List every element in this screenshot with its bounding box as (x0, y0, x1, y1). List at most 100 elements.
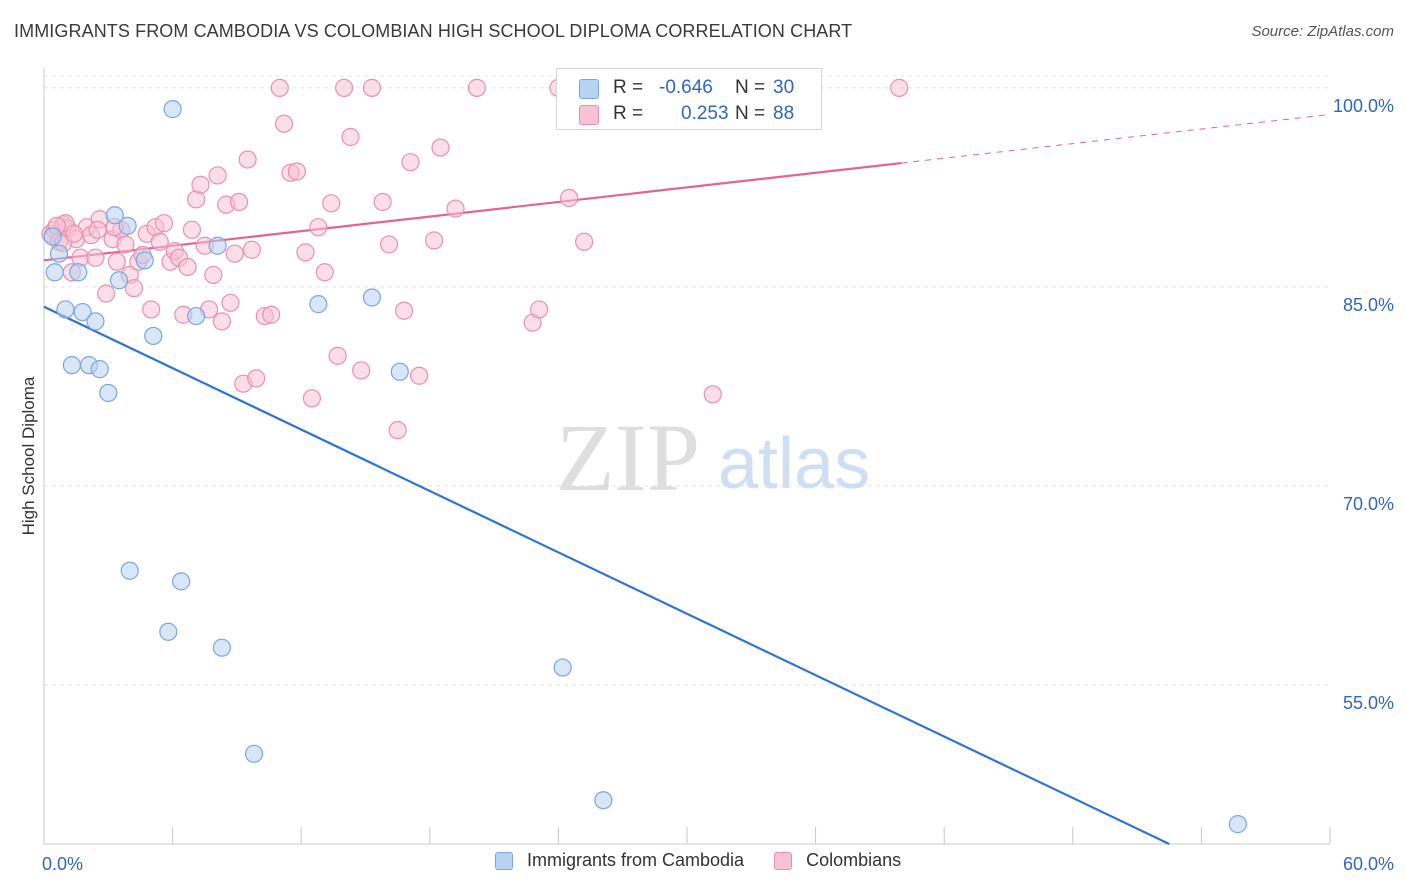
y-axis-label: High School Diploma (19, 376, 38, 535)
y-tick-label: 100.0% (1333, 96, 1394, 116)
point-colombians (379, 235, 399, 254)
legend: Immigrants from Cambodia Colombians (495, 850, 931, 871)
point-colombians (315, 263, 334, 282)
point-colombians (328, 346, 347, 365)
point-colombians (262, 305, 281, 324)
point-cambodia (159, 622, 178, 641)
x-tick-label-min: 0.0% (42, 854, 83, 874)
legend-item-colombians[interactable]: Colombians (774, 850, 901, 871)
point-colombians (322, 194, 341, 213)
point-colombians (424, 231, 444, 250)
stats-swatch-colombians (579, 105, 599, 125)
trend-line-cambodia (43, 305, 1170, 845)
point-cambodia (594, 791, 613, 810)
legend-item-cambodia[interactable]: Immigrants from Cambodia (495, 850, 744, 871)
point-cambodia (118, 216, 137, 235)
point-colombians (287, 162, 307, 181)
stats-box: R = -0.646 N = 30 R = 0.253 N = 88 (556, 68, 822, 130)
point-cambodia (105, 206, 124, 225)
stats-r-label: R = (613, 77, 644, 98)
point-colombians (182, 220, 201, 239)
point-colombians (560, 188, 579, 208)
point-colombians (388, 421, 407, 440)
stats-r-label: R = (613, 103, 644, 124)
point-colombians (247, 369, 266, 388)
point-colombians (341, 127, 360, 147)
point-cambodia (309, 295, 328, 314)
point-colombians (208, 166, 227, 185)
point-colombians (274, 114, 294, 133)
point-colombians (302, 389, 322, 408)
point-colombians (142, 300, 161, 319)
stats-n-value: 30 (773, 77, 795, 98)
legend-label-cambodia: Immigrants from Cambodia (527, 850, 745, 870)
stats-r-value: -0.646 (659, 77, 713, 98)
x-ticks (43, 827, 1331, 844)
point-colombians (362, 78, 382, 97)
point-colombians (238, 150, 257, 169)
point-cambodia (56, 300, 75, 319)
point-cambodia (62, 356, 81, 375)
point-colombians (191, 175, 210, 194)
point-colombians (296, 243, 315, 262)
point-colombians (124, 279, 144, 298)
point-colombians (178, 257, 197, 277)
point-colombians (446, 199, 465, 218)
point-colombians (221, 293, 240, 312)
trend-line-colombians-extension (901, 113, 1331, 164)
point-cambodia (144, 326, 163, 346)
point-colombians (530, 300, 549, 319)
point-colombians (431, 138, 450, 157)
point-cambodia (99, 383, 118, 403)
point-colombians (86, 248, 105, 267)
legend-swatch-colombians (774, 851, 793, 870)
stats-r-value: 0.253 (681, 103, 729, 124)
watermark-atlas: atlas (718, 424, 870, 504)
trend-lines (43, 113, 1331, 845)
point-colombians (309, 218, 328, 237)
point-colombians (229, 192, 249, 212)
point-colombians (154, 214, 174, 233)
point-cambodia (553, 658, 572, 677)
point-cambodia (187, 306, 206, 326)
point-colombians (334, 78, 354, 97)
point-colombians (225, 244, 244, 263)
watermark-zip: ZIP (556, 404, 700, 511)
watermark: ZIP atlas (556, 404, 870, 511)
point-cambodia (49, 244, 69, 263)
point-colombians (88, 220, 107, 239)
point-cambodia (1228, 815, 1247, 834)
point-cambodia (69, 263, 88, 282)
point-colombians (703, 385, 722, 404)
point-colombians (467, 78, 487, 97)
point-colombians (64, 224, 84, 243)
point-colombians (401, 153, 420, 172)
stats-n-value: 88 (773, 103, 795, 124)
point-cambodia (135, 251, 154, 270)
point-cambodia (43, 227, 62, 246)
y-tick-label: 70.0% (1343, 494, 1394, 514)
x-tick-label-max: 60.0% (1343, 854, 1394, 874)
data-points (41, 78, 1247, 834)
point-cambodia (212, 638, 231, 657)
point-colombians (373, 192, 392, 212)
point-cambodia (244, 744, 264, 763)
point-colombians (107, 252, 126, 271)
stats-n-label: N = (735, 103, 766, 124)
point-cambodia (208, 236, 227, 255)
point-cambodia (362, 288, 382, 307)
point-colombians (204, 265, 223, 285)
point-colombians (394, 301, 414, 320)
y-tick-labels: 55.0% 70.0% 85.0% 100.0% (1333, 96, 1394, 713)
point-cambodia (45, 263, 64, 282)
point-colombians (270, 78, 289, 97)
point-colombians (212, 312, 231, 331)
point-colombians (575, 232, 594, 251)
stats-n-label: N = (735, 77, 766, 98)
chart-title: IMMIGRANTS FROM CAMBODIA VS COLOMBIAN HI… (14, 21, 853, 41)
point-colombians (150, 232, 169, 251)
point-colombians (409, 366, 429, 385)
point-cambodia (86, 312, 105, 331)
point-cambodia (109, 271, 129, 290)
